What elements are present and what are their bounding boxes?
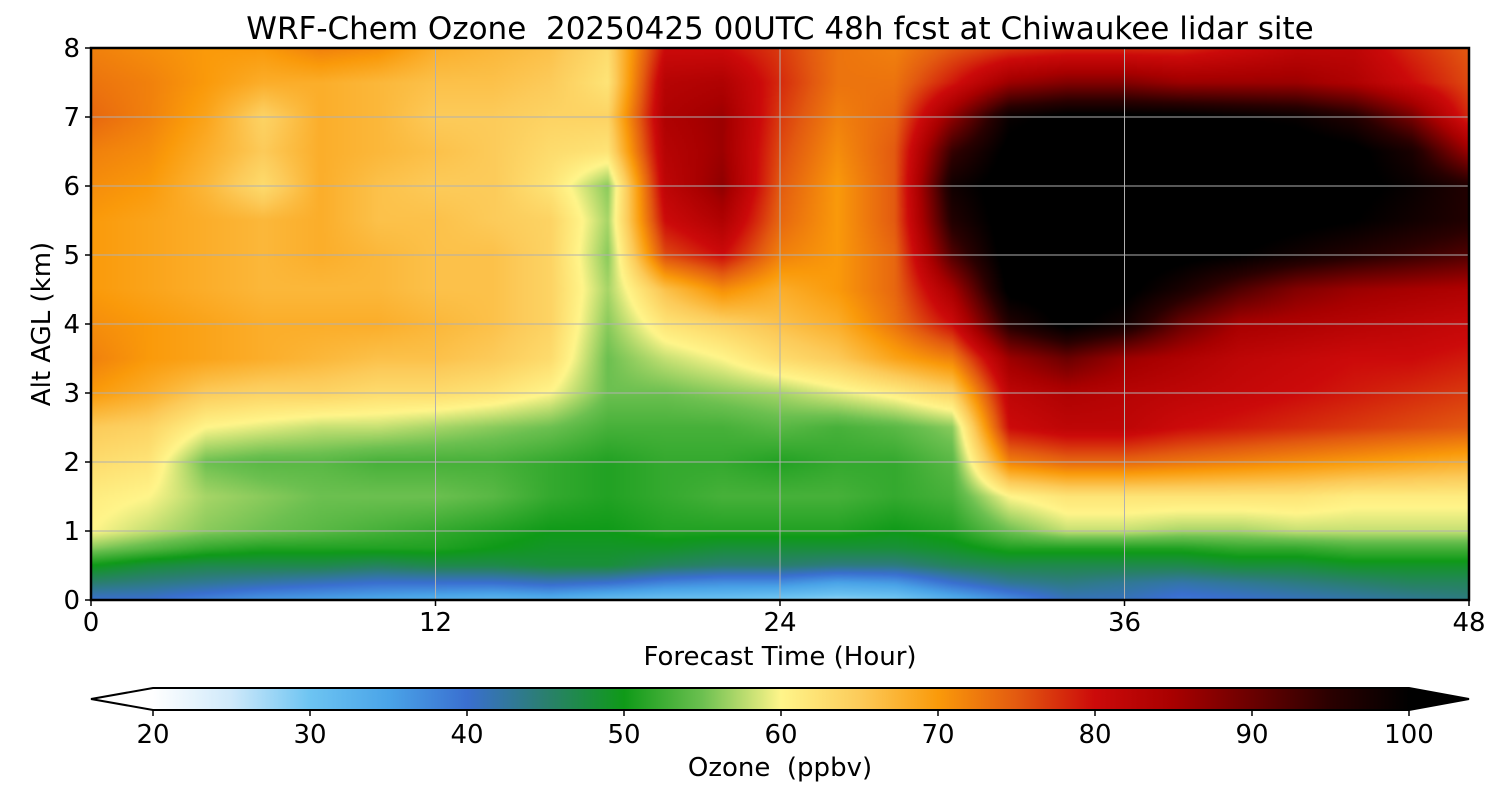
colorbar-low-extend [91,688,153,710]
y-tick-label: 1 [63,517,80,547]
x-tick-label: 12 [419,608,452,638]
y-tick-label: 0 [63,586,80,616]
colorbar-body [153,688,1409,710]
x-tick-label: 48 [1452,608,1485,638]
x-tick-label: 24 [763,608,796,638]
y-axis-ticks: 0 1 2 3 4 5 6 7 8 [63,34,91,616]
x-tick-label: 36 [1108,608,1141,638]
y-tick-label: 4 [63,310,80,340]
y-tick-label: 3 [63,379,80,409]
y-axis-label: Alt AGL (km) [27,242,57,406]
y-tick-label: 2 [63,448,80,478]
colorbar-tick-label: 60 [764,720,797,750]
colorbar-label: Ozone (ppbv) [688,753,872,783]
colorbar-tick-label: 90 [1235,720,1268,750]
colorbar-tick-label: 40 [450,720,483,750]
y-tick-label: 6 [63,172,80,202]
x-axis-ticks: 0 12 24 36 48 [83,600,1486,638]
colorbar: 20 30 40 50 60 70 80 90 100 Ozone (ppbv) [90,687,1470,783]
colorbar-ticks: 20 30 40 50 60 70 80 90 100 [136,710,1434,750]
colorbar-tick-label: 80 [1078,720,1111,750]
colorbar-tick-label: 30 [293,720,326,750]
y-tick-label: 8 [63,34,80,64]
grid-lines [91,48,1469,600]
x-axis-label: Forecast Time (Hour) [643,642,916,672]
colorbar-high-extend [1409,688,1469,710]
colorbar-tick-label: 70 [921,720,954,750]
y-tick-label: 5 [63,241,80,271]
plot-area [91,48,1469,600]
y-tick-label: 7 [63,103,80,133]
chart-title: WRF-Chem Ozone 20250425 00UTC 48h fcst a… [246,11,1313,47]
x-tick-label: 0 [83,608,100,638]
colorbar-tick-label: 50 [607,720,640,750]
colorbar-tick-label: 20 [136,720,169,750]
colorbar-tick-label: 100 [1384,720,1434,750]
